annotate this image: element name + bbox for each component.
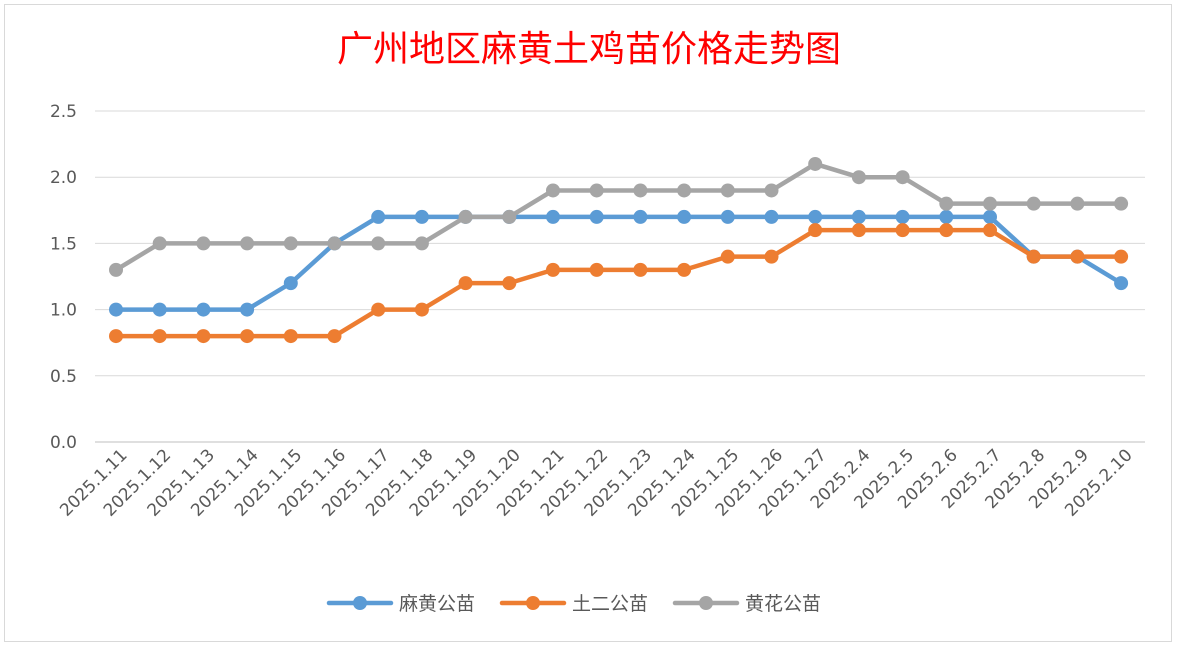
data-point [720,183,735,198]
data-point [1114,196,1129,211]
y-tick-label: 1.5 [50,234,77,254]
y-tick-label: 2.0 [50,168,77,188]
series-line-1 [113,214,1124,312]
data-point [589,262,604,277]
data-point [458,276,473,291]
data-point [240,236,255,251]
data-point [327,236,342,251]
legend-marker [526,596,540,610]
data-point [589,209,604,224]
data-point [764,183,779,198]
data-point [983,223,997,238]
data-point [808,223,823,238]
legend-marker [699,596,713,610]
data-point [109,329,123,344]
data-point [633,183,648,198]
data-point [633,209,648,224]
data-point [240,302,255,317]
chart-frame: 广州地区麻黄土鸡苗价格走势图 0.0 0.5 1.0 1.5 2.0 2.5 2025.1… [4,4,1172,642]
data-point [1026,249,1041,264]
data-point [371,209,386,224]
data-point [1114,276,1129,291]
data-point [808,156,823,171]
y-tick-label: 0.5 [50,367,77,387]
y-tick-label: 1.0 [50,301,77,321]
data-point [240,329,255,344]
data-point [546,262,560,277]
data-point [414,302,429,317]
data-point [152,302,167,317]
legend-label: 土二公苗 [572,593,648,615]
data-point [677,183,692,198]
data-point [152,236,167,251]
data-point [720,249,735,264]
data-point [283,276,298,291]
series-line-3 [113,161,1124,273]
data-point [1070,249,1085,264]
data-point [283,329,298,344]
data-point [764,249,779,264]
data-point [109,262,123,277]
legend-label: 麻黄公苗 [399,593,475,615]
legend-marker [353,596,367,610]
data-point [458,209,473,224]
chart-title: 广州地区麻黄土鸡苗价格走势图 [337,29,841,70]
y-tick-label: 2.5 [50,102,77,122]
data-point [939,196,954,211]
data-point [895,223,910,238]
data-point [1026,196,1041,211]
data-point [633,262,648,277]
data-point [371,302,386,317]
data-point [152,329,167,344]
data-point [414,236,429,251]
series-line-2 [113,227,1124,339]
data-point [196,236,211,251]
data-point [546,209,560,224]
y-tick-label: 0.0 [50,433,77,453]
data-point [196,329,211,344]
line-chart: 广州地区麻黄土鸡苗价格走势图 0.00.51.01.52.02.5 2025.1… [50,29,1145,615]
data-point [895,170,910,185]
data-point [983,209,997,224]
data-point [720,209,735,224]
data-point [808,209,823,224]
data-point [546,183,560,198]
data-point [851,170,866,185]
data-point [677,209,692,224]
data-point [851,209,866,224]
data-point [1114,249,1129,264]
data-point [1070,196,1085,211]
data-point [502,209,517,224]
data-point [983,196,997,211]
data-point [502,276,517,291]
data-point [939,223,954,238]
data-point [851,223,866,238]
data-point [327,329,342,344]
data-point [589,183,604,198]
legend-label: 黄花公苗 [745,593,821,615]
data-point [109,302,123,317]
data-point [764,209,779,224]
data-point [677,262,692,277]
data-point [371,236,386,251]
data-point [283,236,298,251]
data-point [939,209,954,224]
data-point [196,302,211,317]
data-point [895,209,910,224]
data-point [414,209,429,224]
